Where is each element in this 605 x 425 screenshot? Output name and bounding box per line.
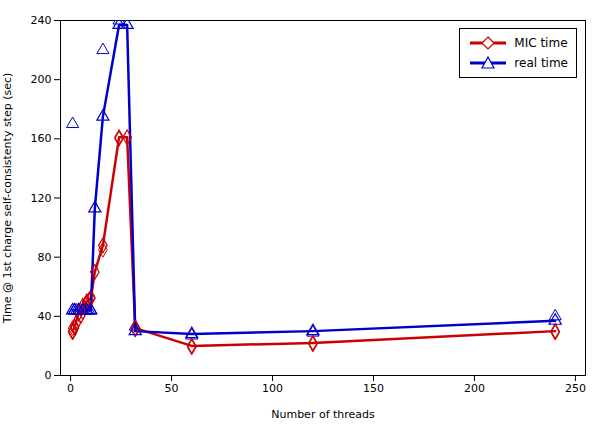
svg-text:120: 120: [31, 192, 52, 205]
svg-text:0: 0: [67, 382, 74, 395]
svg-text:100: 100: [262, 382, 283, 395]
svg-text:50: 50: [165, 382, 179, 395]
svg-text:250: 250: [565, 382, 586, 395]
html-text:MIC time: MIC time: [514, 36, 568, 50]
svg-text:240: 240: [31, 14, 52, 27]
svg-text:160: 160: [31, 132, 52, 145]
svg-text:40: 40: [38, 310, 52, 323]
svg-text:200: 200: [31, 73, 52, 86]
html-text:real time: real time: [514, 56, 568, 70]
svg-text:80: 80: [38, 251, 52, 264]
svg-text:Time @ 1st charge self-consist: Time @ 1st charge self-consistenty step …: [1, 73, 14, 325]
svg-text:200: 200: [464, 382, 485, 395]
svg-text:0: 0: [45, 369, 52, 382]
svg-text:Number of threads: Number of threads: [271, 408, 375, 421]
svg-text:150: 150: [363, 382, 384, 395]
